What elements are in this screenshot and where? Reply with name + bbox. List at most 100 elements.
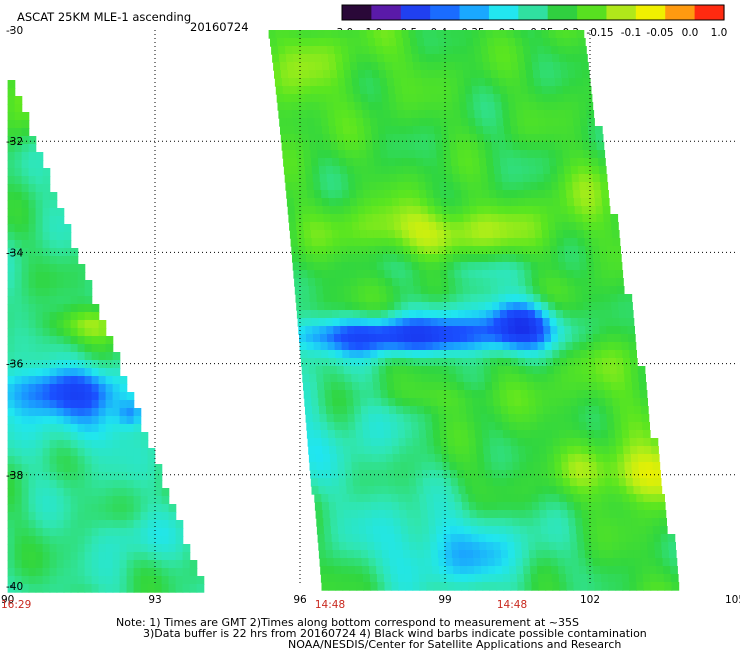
wind-cell xyxy=(77,264,86,273)
wind-cell xyxy=(119,528,128,537)
wind-cell xyxy=(35,496,44,505)
wind-cell xyxy=(35,320,44,329)
wind-cell xyxy=(301,126,309,135)
wind-cell xyxy=(424,414,433,423)
wind-cell xyxy=(618,534,627,543)
wind-cell xyxy=(7,360,16,369)
wind-cell xyxy=(503,118,511,127)
wind-cell xyxy=(453,430,462,439)
wind-cell xyxy=(520,30,529,39)
wind-cell xyxy=(577,486,586,495)
wind-cell xyxy=(391,54,399,63)
wind-cell xyxy=(291,246,299,255)
wind-cell xyxy=(353,166,362,175)
wind-cell xyxy=(483,454,492,463)
wind-cell xyxy=(609,446,617,455)
wind-cell xyxy=(471,310,480,319)
wind-cell xyxy=(547,214,556,223)
wind-cell xyxy=(289,150,298,159)
wind-cell xyxy=(313,182,322,191)
wind-cell xyxy=(471,470,479,479)
wind-cell xyxy=(413,134,422,143)
wind-cell xyxy=(105,360,114,369)
wind-cell xyxy=(609,366,618,375)
wind-cell xyxy=(343,510,352,519)
wind-cell xyxy=(596,294,605,303)
wind-cell xyxy=(182,576,191,585)
wind-cell xyxy=(77,456,86,465)
wind-cell xyxy=(560,134,569,143)
wind-cell xyxy=(556,318,565,327)
wind-cell xyxy=(420,510,429,519)
wind-cell xyxy=(536,558,545,567)
wind-cell xyxy=(517,494,525,503)
wind-cell xyxy=(317,534,326,543)
wind-cell xyxy=(481,46,489,55)
wind-cell xyxy=(14,384,23,393)
wind-cell xyxy=(452,326,460,335)
wind-cell xyxy=(126,520,135,529)
wind-cell xyxy=(439,342,448,351)
wind-cell xyxy=(126,456,135,465)
wind-cell xyxy=(21,512,30,521)
wind-cell xyxy=(320,430,329,439)
wind-cell xyxy=(628,334,636,343)
wind-cell xyxy=(490,286,499,295)
wind-cell xyxy=(555,150,564,159)
wind-cell xyxy=(77,352,86,361)
wind-cell xyxy=(310,310,319,319)
wind-cell xyxy=(531,54,539,63)
wind-cell xyxy=(304,158,312,167)
wind-cell xyxy=(531,494,539,503)
wind-cell xyxy=(360,550,369,559)
wind-cell xyxy=(28,336,37,345)
wind-cell xyxy=(28,184,37,193)
wind-cell xyxy=(21,280,30,289)
wind-cell xyxy=(409,486,418,495)
wind-cell xyxy=(471,534,480,543)
wind-cell xyxy=(516,430,525,439)
wind-cell xyxy=(595,206,604,215)
wind-cell xyxy=(472,238,481,247)
wind-cell xyxy=(168,512,177,521)
wind-cell xyxy=(501,558,510,567)
wind-cell xyxy=(445,38,453,47)
wind-cell xyxy=(533,518,541,527)
wind-cell xyxy=(512,526,521,535)
wind-cell xyxy=(562,230,571,239)
wind-cell xyxy=(527,86,536,95)
wind-cell xyxy=(451,486,460,495)
wind-cell xyxy=(413,206,422,215)
wind-cell xyxy=(154,552,163,561)
wind-cell xyxy=(28,536,37,545)
wind-cell xyxy=(391,502,400,511)
wind-cell xyxy=(401,478,410,487)
wind-cell xyxy=(610,214,619,223)
wind-cell xyxy=(363,270,372,279)
wind-cell xyxy=(572,566,580,575)
wind-cell xyxy=(14,400,23,409)
wind-cell xyxy=(576,222,584,231)
wind-cell xyxy=(374,318,383,327)
wind-cell xyxy=(498,142,507,151)
wind-cell xyxy=(70,336,79,345)
wind-cell xyxy=(14,352,23,361)
wind-cell xyxy=(569,86,578,95)
wind-cell xyxy=(112,512,121,521)
wind-cell xyxy=(551,334,559,343)
wind-cell xyxy=(626,550,635,559)
wind-cell xyxy=(390,574,399,583)
wind-cell xyxy=(598,158,606,167)
wind-cell xyxy=(49,376,58,385)
wind-cell xyxy=(537,254,545,263)
wind-cell xyxy=(463,462,472,471)
wind-cell xyxy=(606,406,614,415)
wind-cell xyxy=(119,456,128,465)
wind-cell xyxy=(346,94,355,103)
wind-cell xyxy=(307,198,316,207)
wind-cell xyxy=(394,382,402,391)
wind-cell xyxy=(314,118,322,127)
wind-cell xyxy=(638,374,646,383)
wind-cell xyxy=(364,278,372,287)
wind-cell xyxy=(327,46,335,55)
